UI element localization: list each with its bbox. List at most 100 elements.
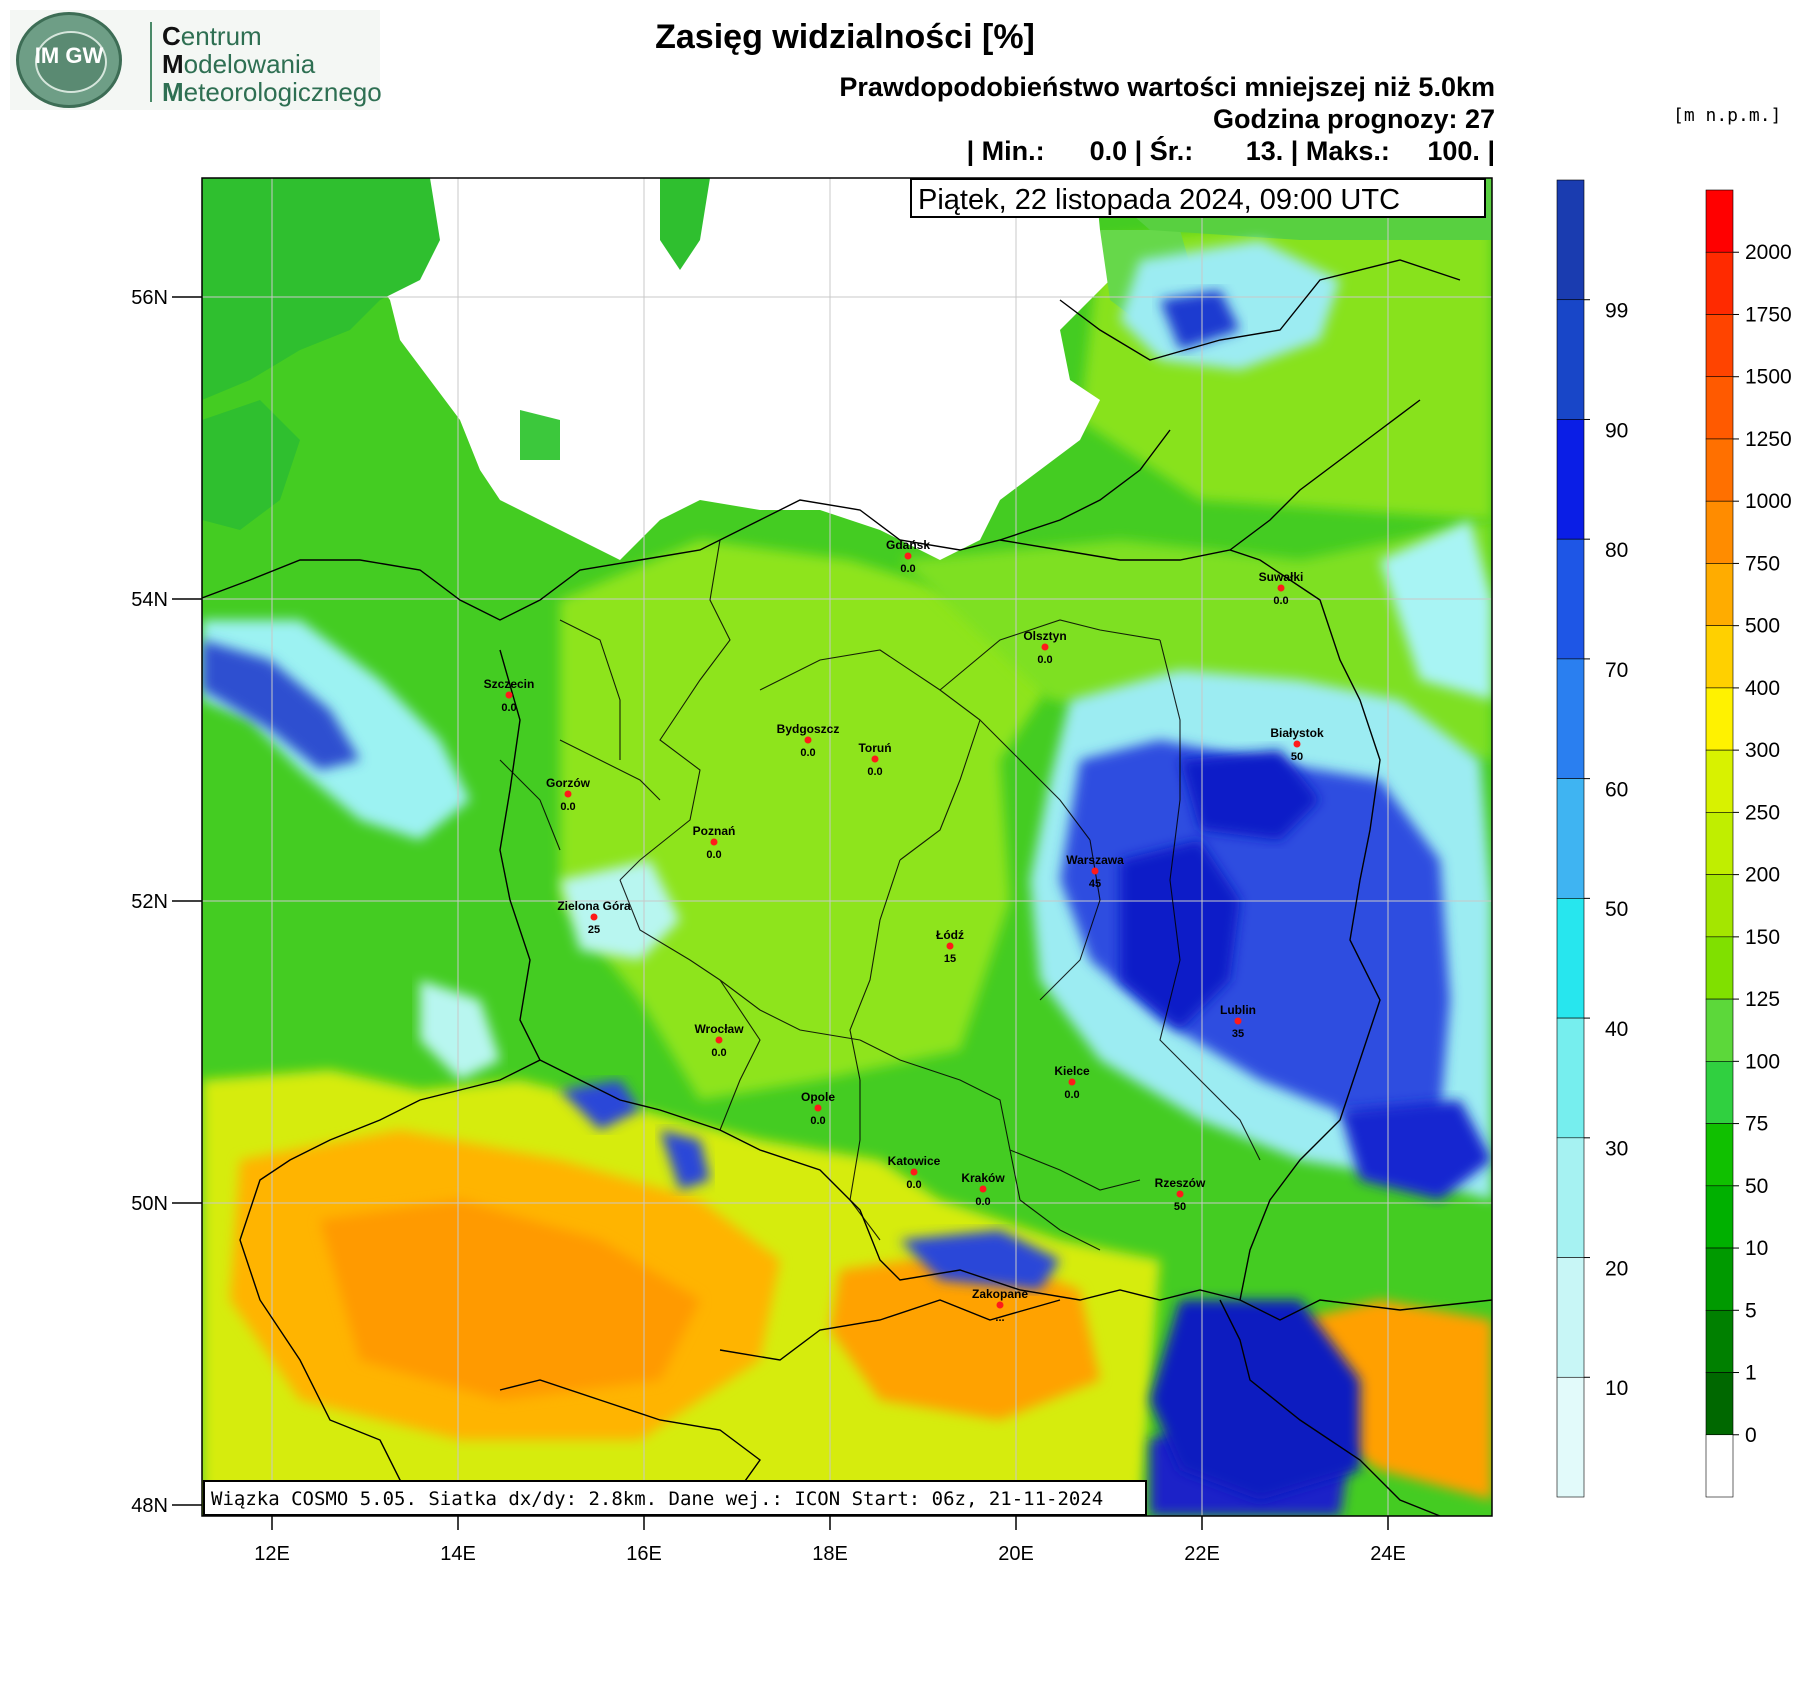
elevation-unit-label: [m n.p.m.] bbox=[1673, 105, 1782, 126]
map-field bbox=[202, 178, 1492, 1516]
city-dot bbox=[1176, 1190, 1184, 1198]
elevation-band bbox=[1705, 563, 1734, 626]
lat-label-52n: 52N bbox=[131, 891, 168, 913]
probability-band bbox=[1556, 898, 1585, 1019]
probability-color-scale: 99 90 80 70 60 50 40 30 20 10 bbox=[1556, 179, 1628, 1498]
city-name: Lublin bbox=[1220, 1003, 1256, 1017]
city-name: Szczecin bbox=[484, 677, 535, 691]
elevation-tick-label: 75 bbox=[1745, 1113, 1768, 1136]
city-marker: Gdańsk 0.0 bbox=[886, 538, 930, 575]
imgw-emblem: IM GW bbox=[16, 12, 122, 108]
probability-band bbox=[1556, 778, 1585, 899]
city-value: 0.0 bbox=[711, 1047, 726, 1059]
city-marker: Gorzów 0.0 bbox=[546, 776, 591, 813]
city-dot bbox=[564, 790, 572, 798]
city-value: 50 bbox=[1174, 1201, 1186, 1213]
probability-tick-label: 50 bbox=[1605, 898, 1628, 921]
city-value: 0.0 bbox=[706, 849, 721, 861]
city-value: 0.0 bbox=[501, 702, 516, 714]
axis-ticks bbox=[172, 296, 1389, 1530]
city-dot bbox=[996, 1301, 1004, 1309]
elevation-band bbox=[1705, 874, 1734, 938]
city-dot bbox=[910, 1168, 918, 1176]
imgw-emblem-text: IM GW bbox=[34, 43, 104, 68]
city-value: 50 bbox=[1291, 751, 1303, 763]
city-marker: Kielce 0.0 bbox=[1054, 1064, 1090, 1101]
probability-band bbox=[1556, 299, 1585, 420]
elevation-band bbox=[1705, 251, 1734, 315]
city-marker: Warszawa 45 bbox=[1066, 853, 1124, 890]
city-value: 0.0 bbox=[1273, 595, 1288, 607]
imgw-logo: IM GW Centrum Modelowania Meteorologiczn… bbox=[10, 10, 382, 110]
elevation-tick-label: 1 bbox=[1745, 1362, 1757, 1385]
city-name: Łódź bbox=[936, 928, 964, 942]
probability-tick-label: 60 bbox=[1605, 779, 1628, 802]
elevation-tick-label: 500 bbox=[1745, 615, 1780, 638]
elevation-band bbox=[1705, 1247, 1734, 1311]
city-name: Toruń bbox=[858, 741, 891, 755]
city-marker: Zielona Góra 25 bbox=[557, 899, 631, 936]
city-dot bbox=[1091, 867, 1099, 875]
elevation-tick-label: 10 bbox=[1745, 1237, 1768, 1260]
elevation-tick-label: 125 bbox=[1745, 988, 1780, 1011]
probability-tick-label: 30 bbox=[1605, 1138, 1628, 1161]
elevation-band bbox=[1705, 1185, 1734, 1249]
elevation-band bbox=[1705, 749, 1734, 813]
lon-label-20e: 20E bbox=[998, 1543, 1034, 1565]
probability-tick-label: 80 bbox=[1605, 539, 1628, 562]
city-marker: Suwałki 0.0 bbox=[1259, 570, 1304, 607]
map-title: Zasięg widzialności [%] bbox=[655, 18, 1035, 56]
city-dot bbox=[871, 755, 879, 763]
city-dot bbox=[1293, 740, 1301, 748]
elevation-band bbox=[1705, 1309, 1734, 1373]
city-marker: Szczecin 0.0 bbox=[484, 677, 535, 714]
city-dot bbox=[1041, 643, 1049, 651]
logo-line-3: Meteorologicznego bbox=[162, 77, 382, 107]
city-name: Bydgoszcz bbox=[777, 722, 840, 736]
city-marker: Zakopane... bbox=[972, 1287, 1028, 1324]
logo-line-2: Modelowania bbox=[162, 49, 316, 79]
elevation-tick-label: 50 bbox=[1745, 1175, 1768, 1198]
city-value: ... bbox=[995, 1312, 1004, 1324]
city-value: 0.0 bbox=[810, 1115, 825, 1127]
probability-tick-label: 40 bbox=[1605, 1018, 1628, 1041]
elevation-band bbox=[1705, 1434, 1734, 1498]
city-name: Poznań bbox=[693, 824, 736, 838]
city-value: 15 bbox=[944, 953, 956, 965]
lat-label-48n: 48N bbox=[131, 1495, 168, 1517]
probability-tick-label: 10 bbox=[1605, 1377, 1628, 1400]
city-marker: Rzeszów 50 bbox=[1155, 1176, 1206, 1213]
probability-band bbox=[1556, 1137, 1585, 1258]
city-dot bbox=[946, 942, 954, 950]
city-dot bbox=[1234, 1017, 1242, 1025]
subtitle-forecast-hour: Godzina prognozy: 27 bbox=[1212, 104, 1495, 134]
city-marker: Poznań 0.0 bbox=[693, 824, 736, 861]
city-dot bbox=[1068, 1078, 1076, 1086]
elevation-tick-label: 100 bbox=[1745, 1050, 1780, 1073]
city-name: Wrocław bbox=[694, 1022, 744, 1036]
city-value: 0.0 bbox=[906, 1179, 921, 1191]
city-name: Zielona Góra bbox=[557, 899, 631, 913]
city-marker: Toruń 0.0 bbox=[858, 741, 891, 778]
elevation-band bbox=[1705, 376, 1734, 440]
probability-band bbox=[1556, 1017, 1585, 1139]
elevation-tick-label: 150 bbox=[1745, 926, 1780, 949]
city-marker: Łódź 15 bbox=[936, 928, 964, 965]
city-value: 45 bbox=[1089, 878, 1101, 890]
city-marker: Katowice 0.0 bbox=[888, 1154, 941, 1191]
city-value: 0.0 bbox=[1064, 1089, 1079, 1101]
city-dot bbox=[715, 1036, 723, 1044]
probability-tick-label: 90 bbox=[1605, 419, 1628, 442]
city-dot bbox=[814, 1104, 822, 1112]
elevation-band bbox=[1705, 936, 1734, 1000]
city-name: Gdańsk bbox=[886, 538, 930, 552]
elevation-tick-label: 1000 bbox=[1745, 490, 1792, 513]
city-marker: Lublin 35 bbox=[1220, 1003, 1256, 1040]
elevation-tick-label: 2000 bbox=[1745, 241, 1792, 264]
city-name: Zakopane bbox=[972, 1287, 1028, 1301]
probability-band bbox=[1556, 419, 1585, 540]
elevation-tick-label: 1250 bbox=[1745, 428, 1792, 451]
probability-band bbox=[1556, 538, 1585, 660]
city-dot bbox=[904, 552, 912, 560]
